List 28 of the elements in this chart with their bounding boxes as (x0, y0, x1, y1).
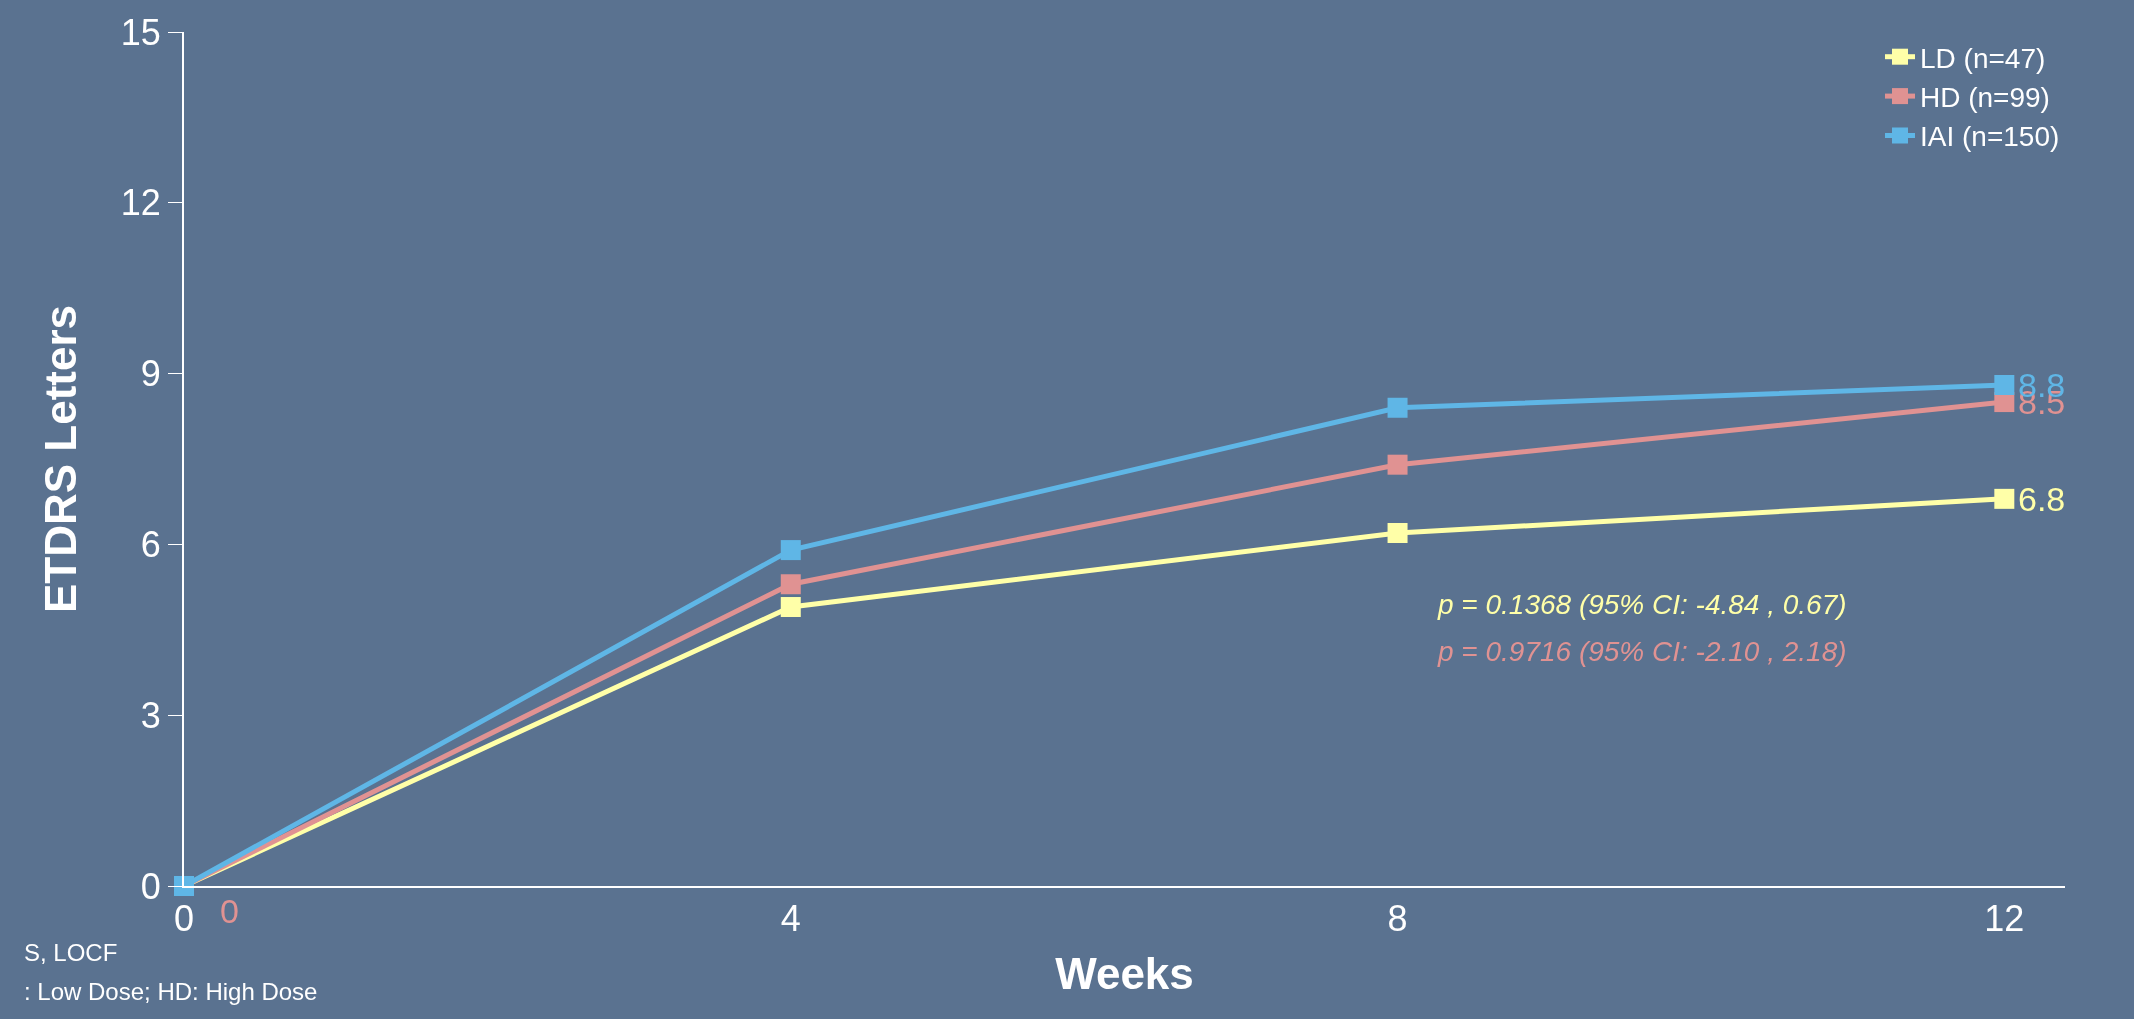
y-tick-label: 0 (140, 865, 161, 907)
y-tick-label: 6 (140, 524, 161, 565)
x-tick-label: 12 (1984, 898, 2025, 940)
text: S, LOCF (24, 939, 118, 966)
x-axis-title: Weeks (1055, 949, 1194, 998)
legend-label: LD (n=47) (1920, 42, 2046, 74)
x-tick-label: 4 (780, 898, 801, 940)
y-axis-title: ETDRS Letters (36, 304, 86, 614)
y-tick-label: 12 (120, 182, 161, 224)
annotation: p = 0.9716 (95% CI: -2.10 , 2.18) (1437, 636, 1847, 667)
point (1387, 523, 1408, 544)
y-tick-label: 9 (140, 353, 161, 395)
point (1387, 397, 1408, 418)
point (1387, 454, 1408, 475)
point (1994, 488, 2015, 509)
x-tick-label: 8 (1387, 898, 1408, 940)
x-tick-label: 0 (173, 898, 195, 940)
point (780, 540, 801, 561)
annotation: p = 0.1368 (95% CI: -4.84 , 0.67) (1437, 589, 1847, 620)
y-tick-label: 3 (140, 694, 161, 736)
legend-label: IAI (n=150) (1920, 121, 2060, 153)
text: : Low Dose; HD: High Dose (24, 978, 318, 1005)
point (780, 574, 801, 595)
data-label: 6.8 (2018, 480, 2066, 518)
point (1994, 374, 2015, 395)
legend-label: HD (n=99) (1920, 82, 2050, 114)
y-tick-label: 15 (120, 11, 161, 53)
point (780, 597, 801, 618)
